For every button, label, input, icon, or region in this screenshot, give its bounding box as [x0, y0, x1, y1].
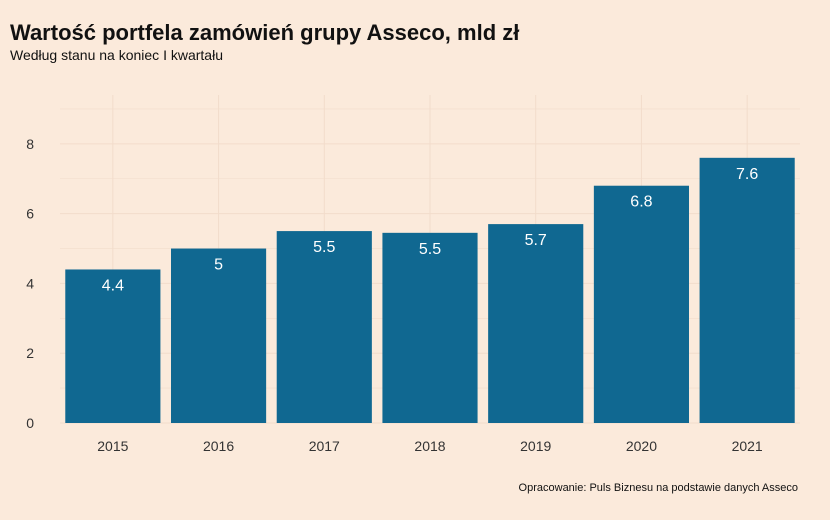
bar-2020 [593, 185, 689, 423]
y-tick-label: 6 [26, 206, 34, 222]
bar-2015 [65, 269, 161, 423]
x-tick-label: 2015 [97, 438, 128, 454]
y-tick-label: 2 [26, 345, 34, 361]
x-tick-label: 2016 [203, 438, 234, 454]
x-tick-label: 2018 [414, 438, 445, 454]
data-labels: 4.4 5 5.5 5.5 5.7 6.8 7.6 [102, 166, 759, 295]
chart-subtitle: Według stanu na koniec I kwartału [10, 47, 223, 63]
chart-title: Wartość portfela zamówień grupy Asseco, … [10, 20, 520, 45]
bar-2018 [382, 232, 478, 423]
bar-2019 [488, 224, 584, 423]
bar-2021 [699, 157, 795, 423]
data-label-2019: 5.7 [525, 232, 547, 249]
axes: 0 2 4 6 8 2015 2016 2017 2018 2019 2020 2021 [26, 136, 763, 454]
data-label-2021: 7.6 [736, 166, 758, 183]
bars [65, 157, 795, 423]
data-label-2016: 5 [214, 257, 223, 274]
x-tick-label: 2020 [626, 438, 657, 454]
data-label-2018: 5.5 [419, 241, 441, 258]
x-tick-label: 2021 [732, 438, 763, 454]
data-label-2020: 6.8 [630, 194, 652, 211]
y-tick-label: 4 [26, 275, 34, 291]
y-tick-label: 8 [26, 136, 34, 152]
bar-2016 [171, 248, 267, 423]
y-tick-label: 0 [26, 415, 34, 431]
x-tick-label: 2019 [520, 438, 551, 454]
data-label-2015: 4.4 [102, 277, 124, 294]
data-label-2017: 5.5 [313, 239, 335, 256]
x-tick-label: 2017 [309, 438, 340, 454]
bar-2017 [276, 231, 372, 423]
source-caption: Opracowanie: Puls Biznesu na podstawie d… [518, 482, 798, 494]
